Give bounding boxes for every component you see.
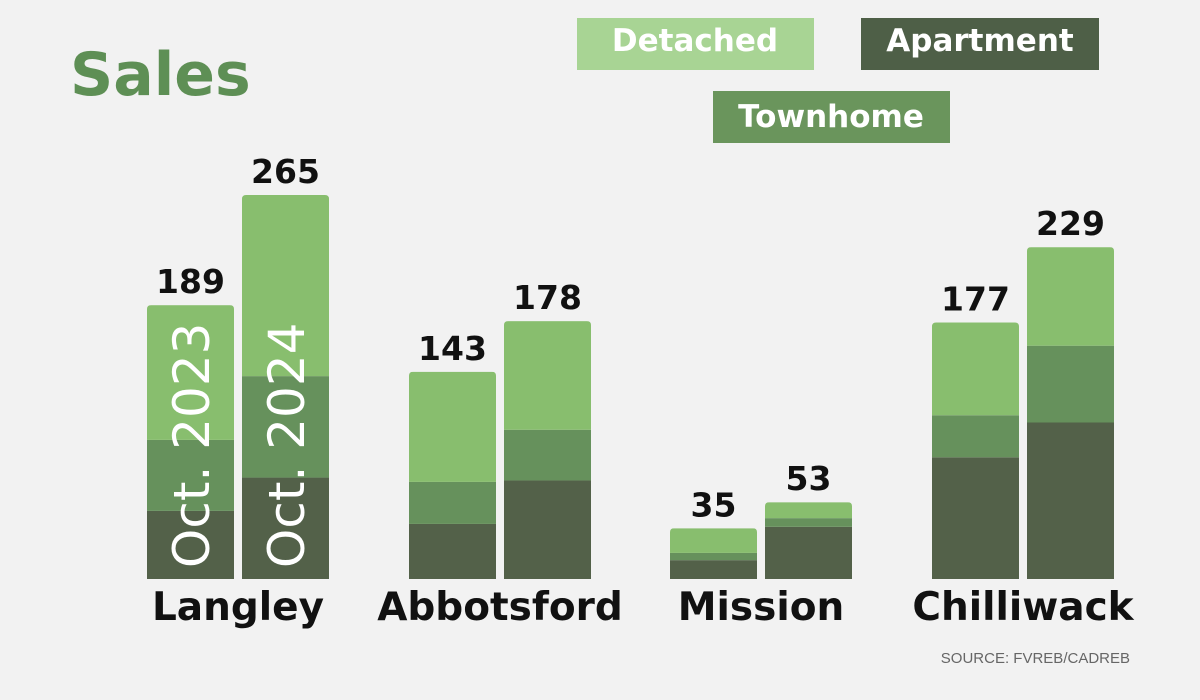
total-label: 53 [786,459,832,498]
segment-apartment [932,457,1019,579]
bar-chilliwack-2024 [1027,247,1114,579]
bar-mission-2023 [670,528,757,579]
total-label: 178 [513,278,582,317]
legend-detached-label: Detached [612,23,778,59]
segment-townhome [409,481,496,524]
legend-apartment-swatch [861,18,1099,70]
bar-chilliwack-2023 [932,322,1019,579]
segment-detached [504,321,591,430]
period-label-2024: Oct. 2024 [258,323,316,568]
segment-detached [932,322,1019,416]
total-label: 189 [156,262,225,301]
legend-townhome-swatch [713,91,950,143]
segment-townhome [504,429,591,481]
segment-detached [1027,247,1114,346]
bar-abbotsford-2024 [504,321,591,579]
total-label: 265 [251,152,320,191]
segment-apartment [409,523,496,579]
segment-apartment [765,526,852,579]
category-label-abbotsford: Abbotsford [377,585,623,630]
bar-area: 189 265 Langley 143 178 Abbotsford 35 53 Mission… [147,152,1135,630]
segment-apartment [504,480,591,579]
segment-townhome [670,552,757,561]
legend-townhome-label: Townhome [738,99,924,135]
category-label-chilliwack: Chilliwack [912,585,1134,630]
segment-detached [765,502,852,519]
segment-apartment [670,560,757,579]
legend-apartment-label: Apartment [886,23,1074,59]
segment-apartment [242,477,329,579]
source-note: SOURCE: FVREB/CADREB [941,650,1130,667]
bar-mission-2024 [765,502,852,579]
segment-detached [147,305,234,440]
segment-townhome [147,439,234,511]
segment-apartment [147,510,234,579]
bar-abbotsford-2023 [409,371,496,579]
segment-townhome [932,415,1019,458]
total-label: 143 [418,329,487,368]
bar-langley-2023 [147,305,234,579]
period-label-2023: Oct. 2023 [163,323,221,568]
legend-detached-swatch [577,18,814,70]
bar-langley-2024 [242,195,329,579]
segment-townhome [1027,345,1114,423]
segment-townhome [765,518,852,527]
category-label-langley: Langley [152,585,324,630]
legend: Detached Apartment Townhome [577,18,1099,143]
segment-townhome [242,376,329,478]
total-label: 35 [691,485,737,524]
total-label: 177 [941,280,1010,319]
total-label: 229 [1036,204,1105,243]
chart-title: Sales [70,40,251,110]
segment-detached [670,528,757,553]
category-label-mission: Mission [678,585,845,630]
segment-detached [409,371,496,482]
segment-detached [242,195,329,377]
segment-apartment [1027,422,1114,579]
